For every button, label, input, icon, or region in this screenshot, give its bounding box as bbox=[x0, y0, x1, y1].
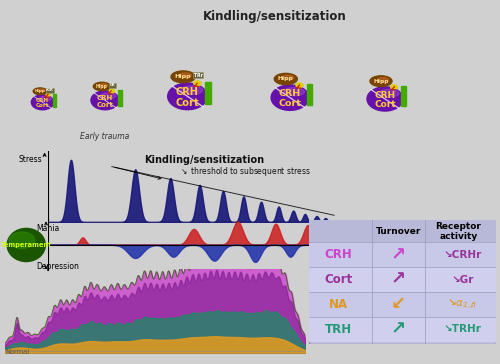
Ellipse shape bbox=[179, 73, 192, 78]
FancyBboxPatch shape bbox=[308, 220, 496, 344]
Text: Kindling/sensitization: Kindling/sensitization bbox=[203, 9, 347, 23]
Text: Cort: Cort bbox=[36, 103, 49, 108]
Text: Hipp: Hipp bbox=[278, 76, 293, 82]
Text: ↘CRHr: ↘CRHr bbox=[443, 250, 482, 260]
Text: CRH: CRH bbox=[324, 248, 352, 261]
Ellipse shape bbox=[391, 85, 397, 90]
Ellipse shape bbox=[282, 75, 294, 80]
Text: Cort: Cort bbox=[278, 99, 301, 108]
Ellipse shape bbox=[284, 88, 304, 96]
Ellipse shape bbox=[296, 83, 303, 88]
Ellipse shape bbox=[33, 88, 47, 95]
Text: Kindling/sensitization: Kindling/sensitization bbox=[144, 155, 264, 165]
Ellipse shape bbox=[94, 82, 110, 91]
Text: GR: GR bbox=[110, 83, 115, 87]
Bar bbox=[308, 267, 496, 292]
Bar bbox=[307, 84, 312, 105]
Text: Stress: Stress bbox=[18, 155, 42, 163]
Ellipse shape bbox=[168, 83, 207, 110]
Ellipse shape bbox=[38, 89, 44, 92]
Text: TRr: TRr bbox=[194, 72, 203, 78]
Text: NA: NA bbox=[329, 298, 348, 311]
Text: TRH: TRH bbox=[325, 323, 352, 336]
Bar bbox=[401, 86, 406, 106]
Ellipse shape bbox=[9, 232, 35, 249]
Text: Early trauma: Early trauma bbox=[80, 131, 130, 141]
Text: ↙: ↙ bbox=[391, 295, 406, 313]
Text: $\searrow$ threshold to subsequent stress: $\searrow$ threshold to subsequent stres… bbox=[179, 165, 311, 178]
Text: ↗: ↗ bbox=[391, 246, 406, 264]
Ellipse shape bbox=[110, 89, 114, 93]
Text: Turnover: Turnover bbox=[376, 227, 421, 236]
Text: Receptor
activity: Receptor activity bbox=[436, 222, 482, 241]
Text: Normal: Normal bbox=[5, 349, 29, 355]
Text: Hipp: Hipp bbox=[373, 79, 389, 84]
Ellipse shape bbox=[370, 76, 392, 87]
Text: ↘TRHr: ↘TRHr bbox=[444, 324, 481, 334]
Text: Hipp: Hipp bbox=[96, 84, 108, 89]
Text: Cort: Cort bbox=[374, 100, 396, 109]
Bar bbox=[308, 317, 496, 341]
Ellipse shape bbox=[379, 90, 399, 97]
Text: CRH: CRH bbox=[36, 98, 49, 103]
Text: ↘$\alpha_{2,\beta}$: ↘$\alpha_{2,\beta}$ bbox=[447, 298, 478, 311]
Text: ↗: ↗ bbox=[391, 270, 406, 289]
Text: Depression: Depression bbox=[36, 262, 78, 272]
Bar bbox=[308, 242, 496, 267]
Text: Cort: Cort bbox=[176, 98, 200, 108]
Ellipse shape bbox=[32, 95, 54, 110]
Ellipse shape bbox=[91, 91, 119, 110]
Text: cGR: cGR bbox=[46, 88, 54, 92]
Text: Hipp: Hipp bbox=[34, 89, 46, 93]
Ellipse shape bbox=[7, 229, 46, 261]
Ellipse shape bbox=[367, 87, 403, 111]
Ellipse shape bbox=[271, 85, 309, 110]
Text: Mania: Mania bbox=[36, 223, 59, 233]
Text: CRH: CRH bbox=[97, 95, 113, 100]
Bar bbox=[52, 94, 56, 107]
Text: ↘Gr: ↘Gr bbox=[451, 274, 473, 285]
Ellipse shape bbox=[171, 71, 195, 83]
Ellipse shape bbox=[46, 94, 50, 96]
Text: Cort: Cort bbox=[324, 273, 352, 286]
Text: CRH: CRH bbox=[176, 87, 199, 98]
Text: Temperament: Temperament bbox=[0, 242, 52, 248]
Ellipse shape bbox=[99, 84, 108, 87]
Text: Hipp: Hipp bbox=[175, 74, 192, 79]
Text: CRH: CRH bbox=[374, 91, 396, 100]
Bar bbox=[308, 292, 496, 317]
Bar bbox=[308, 220, 496, 242]
Text: ↗: ↗ bbox=[391, 320, 406, 338]
Ellipse shape bbox=[194, 81, 201, 86]
Ellipse shape bbox=[100, 93, 116, 99]
Bar bbox=[118, 90, 122, 106]
Ellipse shape bbox=[39, 96, 51, 101]
Ellipse shape bbox=[181, 86, 203, 94]
Ellipse shape bbox=[274, 74, 297, 84]
Bar bbox=[206, 82, 211, 104]
Text: CRH: CRH bbox=[279, 90, 301, 98]
Text: Time: Time bbox=[349, 228, 368, 237]
Ellipse shape bbox=[378, 78, 388, 82]
Text: Cort: Cort bbox=[96, 102, 114, 108]
